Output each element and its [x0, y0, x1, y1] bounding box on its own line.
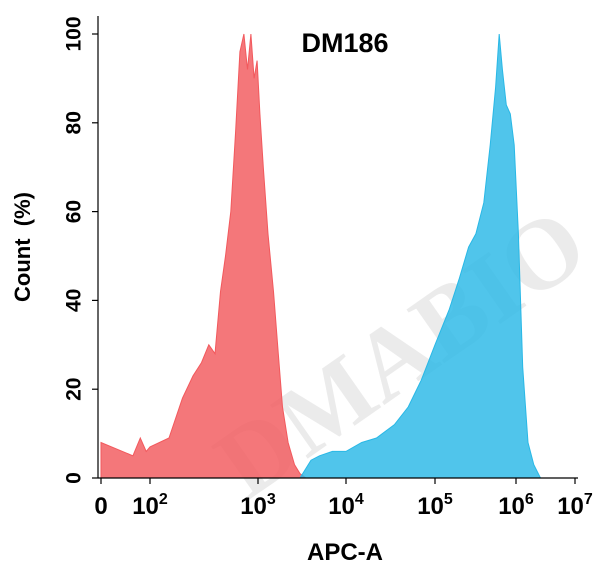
y-tick-label: 0 [63, 472, 86, 484]
x-tick-label: 103 [240, 491, 276, 520]
y-tick-label: 40 [63, 289, 86, 312]
chart-title: DM186 [301, 28, 388, 58]
y-tick-label: 100 [63, 16, 86, 51]
x-tick-label: 105 [417, 491, 453, 520]
series-layer [100, 33, 542, 478]
y-axis-label: Count (%) [10, 192, 35, 302]
x-tick-label: 102 [132, 491, 168, 520]
y-tick-label: 20 [63, 378, 86, 401]
axes-layer [97, 16, 578, 479]
ticks-layer: 0 20 40 60 80 100 0 102 103 104 105 106 107 [63, 16, 593, 520]
x-tick-label: 104 [328, 491, 364, 520]
x-tick-label: 106 [498, 491, 534, 520]
x-axis-label: APC-A [307, 539, 383, 566]
x-tick-label: 107 [557, 491, 593, 520]
series-0-area [100, 33, 307, 478]
y-tick-label: 80 [63, 111, 86, 134]
series-1-area [299, 33, 542, 478]
x-tick-label: 0 [94, 493, 107, 520]
y-tick-label: 60 [63, 200, 86, 223]
